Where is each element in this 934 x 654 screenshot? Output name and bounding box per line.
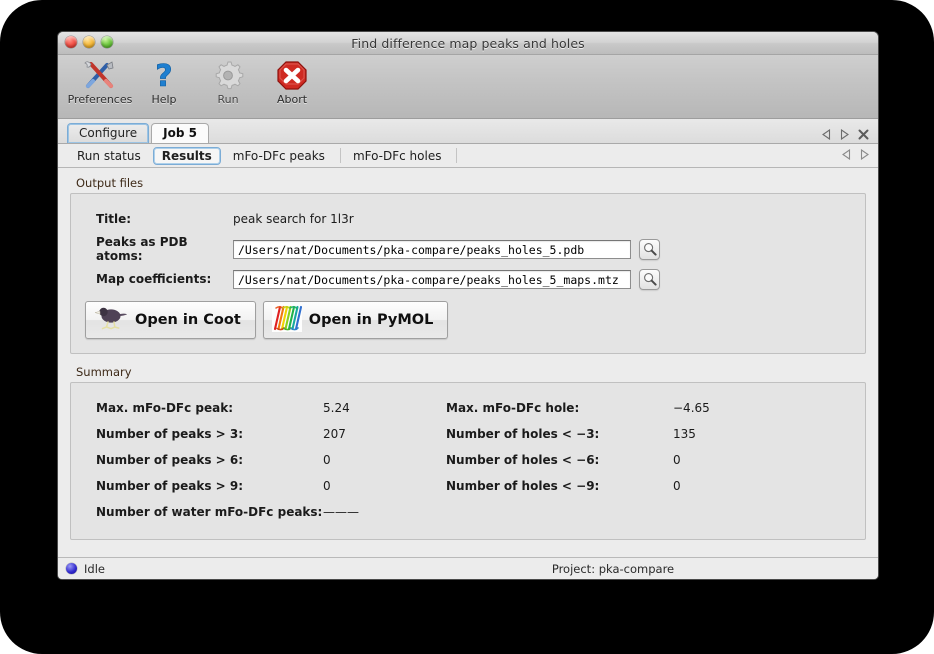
coot-bird-icon: [94, 305, 128, 335]
subtab-next-icon[interactable]: [860, 148, 869, 160]
summary-group-label: Summary: [76, 365, 132, 379]
summary-right-val: 0: [673, 453, 681, 467]
pymol-structure-icon: [271, 304, 302, 336]
run-button[interactable]: Run: [196, 58, 260, 106]
results-tabbar: Run status Results mFo-DFc peaks mFo-DFc…: [58, 144, 878, 168]
subtab-divider: [339, 148, 341, 163]
tools-icon: [83, 58, 117, 92]
title-row: Title: peak search for 1l3r: [85, 206, 851, 232]
peaks-pdb-label: Peaks as PDB atoms:: [96, 235, 188, 263]
map-coefficients-input[interactable]: /Users/nat/Documents/pka-compare/peaks_h…: [233, 269, 631, 289]
application-window: Find difference map peaks and holes Pref…: [57, 31, 879, 580]
title-label: Title:: [96, 212, 132, 226]
main-toolbar: Preferences ? Help Run: [58, 55, 878, 119]
peaks-pdb-browse-button[interactable]: [639, 238, 660, 260]
title-value: peak search for 1l3r: [233, 212, 354, 226]
open-in-coot-button[interactable]: Open in Coot: [85, 301, 256, 339]
results-content: Output files Title: peak search for 1l3r…: [58, 168, 878, 557]
summary-right-key: [435, 499, 673, 525]
status-indicator-icon: [66, 563, 77, 574]
summary-left-key: Number of peaks > 6:: [96, 453, 244, 467]
preferences-label: Preferences: [67, 93, 133, 106]
summary-right-val: 135: [673, 427, 696, 441]
tab-configure[interactable]: Configure: [67, 123, 150, 143]
summary-left-val: 5.24: [323, 401, 350, 415]
project-text: Project: pka-compare: [551, 561, 675, 576]
summary-right-val: −4.65: [673, 401, 710, 415]
question-mark-icon: ?: [147, 58, 181, 92]
summary-grid: Max. mFo-DFc peak: 5.24 Max. mFo-DFc hol…: [85, 395, 851, 525]
summary-left-key: Number of peaks > 9:: [96, 479, 244, 493]
window-controls: [65, 36, 113, 48]
subtab-run-status[interactable]: Run status: [77, 148, 141, 163]
summary-left-val: 207: [323, 427, 346, 441]
output-files-panel: Title: peak search for 1l3r Peaks as PDB…: [70, 193, 866, 354]
summary-right-key: Number of holes < −3:: [446, 427, 600, 441]
window-title: Find difference map peaks and holes: [351, 35, 585, 51]
map-coefficients-label: Map coefficients:: [96, 272, 212, 286]
stop-x-icon: [275, 58, 309, 92]
subtab-mfo-dfc-holes[interactable]: mFo-DFc holes: [352, 148, 442, 163]
tab-next-icon[interactable]: [840, 128, 849, 141]
open-in-pymol-label: Open in PyMOL: [308, 312, 434, 328]
magnifier-icon: [643, 273, 657, 286]
summary-left-val: 0: [323, 479, 331, 493]
tab-prev-icon[interactable]: [822, 128, 831, 141]
subtab-prev-icon[interactable]: [842, 148, 851, 160]
subtab-results[interactable]: Results: [152, 146, 221, 165]
summary-left-key: Max. mFo-DFc peak:: [96, 401, 234, 415]
results-tab-nav: [842, 148, 874, 163]
job-tab-nav: [822, 128, 874, 143]
run-label: Run: [217, 93, 239, 106]
summary-left-val: 0: [323, 453, 331, 467]
peaks-pdb-row: Peaks as PDB atoms: /Users/nat/Documents…: [85, 235, 851, 263]
tab-close-icon[interactable]: [858, 129, 869, 140]
preferences-button[interactable]: Preferences: [68, 58, 132, 106]
summary-left-val: ———: [323, 505, 359, 519]
output-files-group-label: Output files: [76, 176, 144, 190]
status-text: Idle: [84, 561, 105, 576]
summary-right-val: [673, 499, 851, 525]
close-button[interactable]: [65, 36, 77, 48]
help-button[interactable]: ? Help: [132, 58, 196, 106]
help-label: Help: [151, 93, 177, 106]
magnifier-icon: [643, 243, 657, 256]
tab-job-5[interactable]: Job 5: [151, 123, 209, 143]
summary-panel: Max. mFo-DFc peak: 5.24 Max. mFo-DFc hol…: [70, 382, 866, 540]
gear-icon: [211, 58, 245, 92]
summary-right-key: Number of holes < −9:: [446, 479, 600, 493]
abort-button[interactable]: Abort: [260, 58, 324, 106]
map-coefficients-row: Map coefficients: /Users/nat/Documents/p…: [85, 266, 851, 292]
subtab-divider-2: [456, 148, 458, 163]
open-in-pymol-button[interactable]: Open in PyMOL: [262, 301, 449, 339]
svg-text:?: ?: [155, 59, 172, 91]
summary-right-val: 0: [673, 479, 681, 493]
zoom-button[interactable]: [101, 36, 113, 48]
map-coefficients-browse-button[interactable]: [639, 268, 660, 290]
summary-left-key: Number of water mFo-DFc peaks:: [96, 505, 323, 519]
status-bar: Idle Project: pka-compare: [58, 557, 878, 579]
open-in-coot-label: Open in Coot: [135, 312, 241, 328]
summary-left-key: Number of peaks > 3:: [96, 427, 244, 441]
abort-label: Abort: [276, 93, 308, 106]
peaks-pdb-input[interactable]: /Users/nat/Documents/pka-compare/peaks_h…: [233, 239, 631, 259]
window-titlebar: Find difference map peaks and holes: [58, 32, 878, 55]
summary-right-key: Number of holes < −6:: [446, 453, 600, 467]
summary-right-key: Max. mFo-DFc hole:: [446, 401, 580, 415]
viewer-buttons: Open in Coot: [85, 301, 851, 339]
job-tabbar: Configure Job 5: [58, 119, 878, 144]
subtab-mfo-dfc-peaks[interactable]: mFo-DFc peaks: [232, 148, 325, 163]
minimize-button[interactable]: [83, 36, 95, 48]
